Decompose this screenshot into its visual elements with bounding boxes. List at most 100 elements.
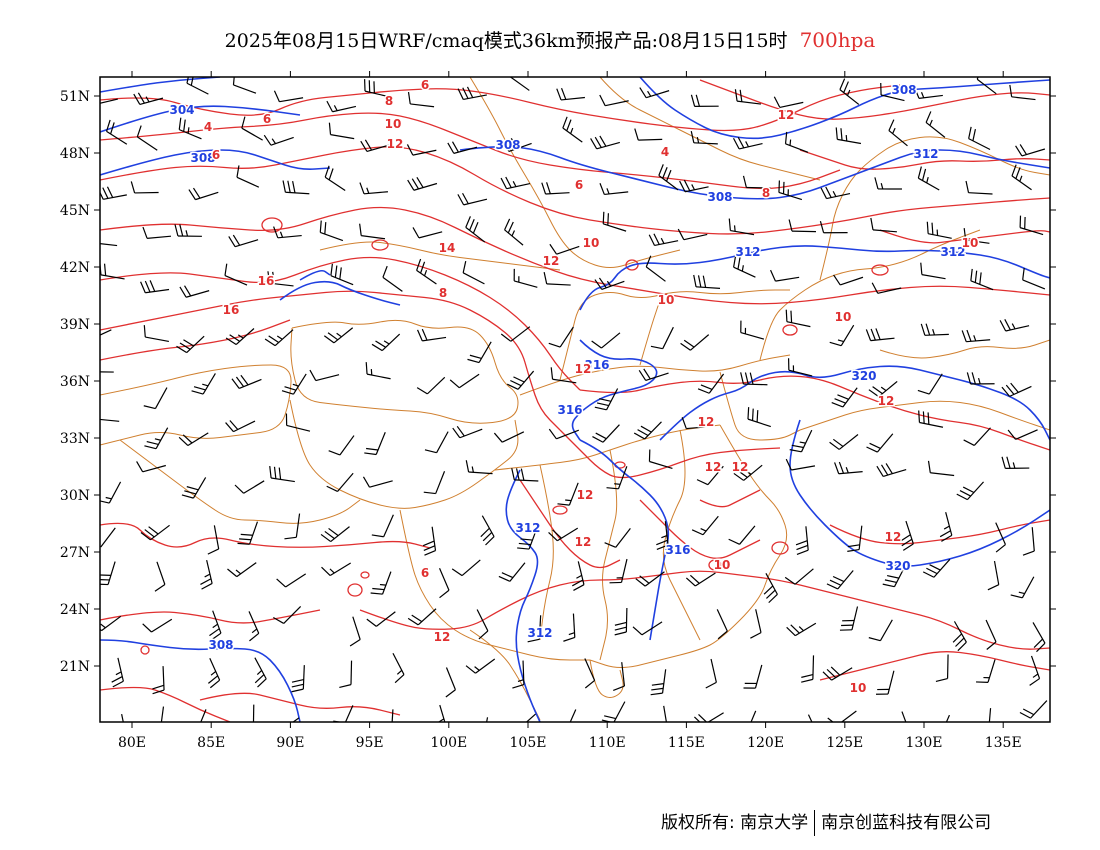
- wind-barb: [685, 572, 716, 587]
- boundary-line: [662, 429, 701, 641]
- wind-barb: [100, 481, 122, 504]
- wind-barb: [913, 87, 943, 99]
- wind-barb: [635, 571, 665, 587]
- wind-barb: [462, 260, 485, 285]
- temperature-closed-contour: [261, 217, 283, 233]
- wind-barb: [822, 666, 853, 681]
- axis-ticks: 51N 48N 45N 42N 39N 36N 33N 30N 27N 24N 21N 80E 85E 9…: [60, 71, 1056, 751]
- temperature-contour-label: 8: [385, 94, 393, 108]
- wind-barb: [365, 362, 391, 380]
- height-contour-label: 308: [495, 138, 520, 152]
- wind-barb: [326, 472, 354, 492]
- wind-barb: [1022, 527, 1035, 556]
- wind-barb: [100, 418, 120, 422]
- wind-barb: [424, 431, 449, 454]
- height-contour-label: 312: [940, 245, 965, 259]
- wind-barb: [1010, 576, 1035, 599]
- wind-barb: [406, 144, 437, 156]
- height-contour-label: 308: [707, 190, 732, 204]
- lon-label: 90E: [276, 735, 304, 751]
- boundary-line: [759, 229, 981, 361]
- map-frame: [99, 76, 1051, 723]
- wind-barb: [807, 714, 813, 722]
- wind-barb: [465, 460, 493, 475]
- height-contour-label: 312: [527, 626, 552, 640]
- wind-barb: [284, 513, 301, 540]
- boundary-line: [719, 371, 801, 441]
- lon-label: 115E: [668, 735, 705, 751]
- wind-barb: [705, 658, 717, 689]
- wind-barb: [232, 77, 257, 94]
- temperature-contour-label: 12: [705, 460, 722, 474]
- temperature-contour: [100, 206, 1050, 305]
- wind-barb: [594, 388, 619, 411]
- wind-barb: [1022, 267, 1046, 290]
- temperature-contour: [579, 375, 1050, 451]
- wind-barb: [465, 658, 496, 674]
- temperature-contour: [819, 651, 1050, 681]
- temperature-closed-contour: [782, 324, 798, 336]
- wind-barb: [871, 282, 902, 294]
- boundary-line: [639, 299, 661, 366]
- wind-barb: [447, 141, 478, 154]
- wind-barb: [634, 128, 663, 141]
- wind-barb: [976, 77, 997, 95]
- boundary-line: [319, 241, 561, 271]
- wind-barb: [186, 77, 209, 95]
- boundary-line: [469, 629, 541, 721]
- temperature-contour-label: 6: [212, 148, 220, 162]
- wind-barb: [359, 223, 386, 240]
- wind-barb: [572, 561, 585, 591]
- temperature-contour-label: 10: [714, 558, 731, 572]
- wind-barb: [590, 135, 620, 150]
- wind-barb: [963, 427, 991, 446]
- wind-barb: [556, 87, 585, 101]
- temperature-closed-contour: [771, 541, 789, 555]
- wind-barb: [987, 560, 1000, 591]
- height-contour: [100, 639, 301, 722]
- lat-label: 21N: [60, 659, 90, 675]
- lat-label: 45N: [60, 203, 90, 219]
- wind-barb: [926, 221, 952, 239]
- boundary-line: [559, 289, 790, 381]
- temperature-contour: [100, 319, 291, 361]
- height-contour: [789, 419, 1050, 567]
- temperature-contour-label: 10: [583, 236, 600, 250]
- copyright-footer: 版权所有: 南京大学 南京创蓝科技有限公司: [661, 808, 991, 836]
- temperature-contour-label: 8: [439, 286, 447, 300]
- wind-barb: [416, 258, 437, 285]
- wind-barb: [248, 611, 260, 642]
- height-contour: [100, 77, 221, 93]
- wind-barb: [543, 272, 571, 286]
- boundary-line: [469, 77, 681, 268]
- wind-barb: [548, 428, 579, 440]
- temperature-contour-label: 12: [387, 137, 404, 151]
- wind-barb: [920, 323, 949, 336]
- wind-barb: [225, 328, 255, 346]
- wind-barb: [839, 606, 859, 631]
- wind-barb: [693, 274, 721, 290]
- lon-label: 135E: [985, 735, 1022, 751]
- wind-barb: [650, 326, 674, 350]
- wind-barb: [888, 119, 908, 147]
- temperature-contours: [100, 79, 1050, 722]
- wind-barb: [281, 373, 307, 395]
- wind-barb: [178, 117, 202, 140]
- wind-barb: [1015, 144, 1046, 157]
- wind-barb: [465, 216, 486, 243]
- wind-barb: [820, 186, 851, 200]
- temperature-contour: [699, 489, 761, 508]
- wind-barb: [191, 373, 216, 395]
- wind-barb: [176, 335, 205, 354]
- wind-barb: [371, 333, 401, 352]
- wind-barb: [784, 568, 814, 585]
- temperature-contour-label: 10: [385, 117, 402, 131]
- temperature-contour: [359, 570, 1050, 650]
- height-contour-label: 308: [190, 151, 215, 165]
- footer-divider: [814, 810, 816, 836]
- wind-barb: [965, 180, 993, 195]
- wind-barb: [548, 326, 574, 348]
- wind-barb: [831, 387, 858, 408]
- wind-barb: [339, 660, 353, 689]
- wind-barb: [847, 525, 863, 552]
